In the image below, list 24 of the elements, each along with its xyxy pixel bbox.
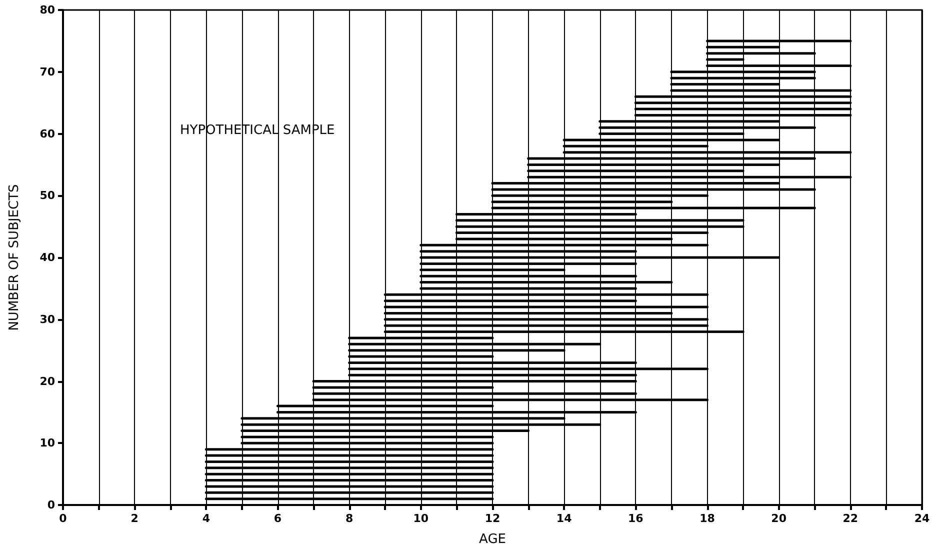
y-tick-label: 80	[40, 4, 56, 16]
x-axis-title: AGE	[479, 532, 506, 547]
x-tick-label: 2	[130, 512, 138, 525]
x-tick-label: 10	[413, 512, 429, 525]
y-tick-label: 20	[40, 374, 56, 388]
y-tick-label: 40	[40, 251, 56, 264]
x-tick-label: 12	[484, 512, 500, 525]
x-tick-label: 8	[346, 512, 354, 525]
x-tick-label: 16	[628, 512, 644, 525]
y-tick-label: 0	[47, 498, 56, 512]
x-tick-label: 0	[59, 512, 68, 525]
x-tick-label: 6	[274, 512, 282, 525]
x-tick-label: 14	[556, 512, 572, 525]
y-tick-label: 10	[40, 436, 56, 450]
y-tick-label: 60	[40, 127, 56, 140]
y-axis-title: NUMBER OF SUBJECTS	[7, 184, 22, 331]
x-tick-label: 20	[771, 512, 787, 525]
x-tick-label: 22	[842, 512, 858, 525]
y-tick-label: 50	[40, 189, 56, 202]
x-tick-label: 4	[202, 512, 210, 525]
x-tick-label: 24	[914, 512, 930, 525]
y-tick-label: 70	[40, 65, 56, 78]
x-tick-label: 18	[700, 512, 715, 525]
y-tick-label: 30	[40, 312, 56, 326]
